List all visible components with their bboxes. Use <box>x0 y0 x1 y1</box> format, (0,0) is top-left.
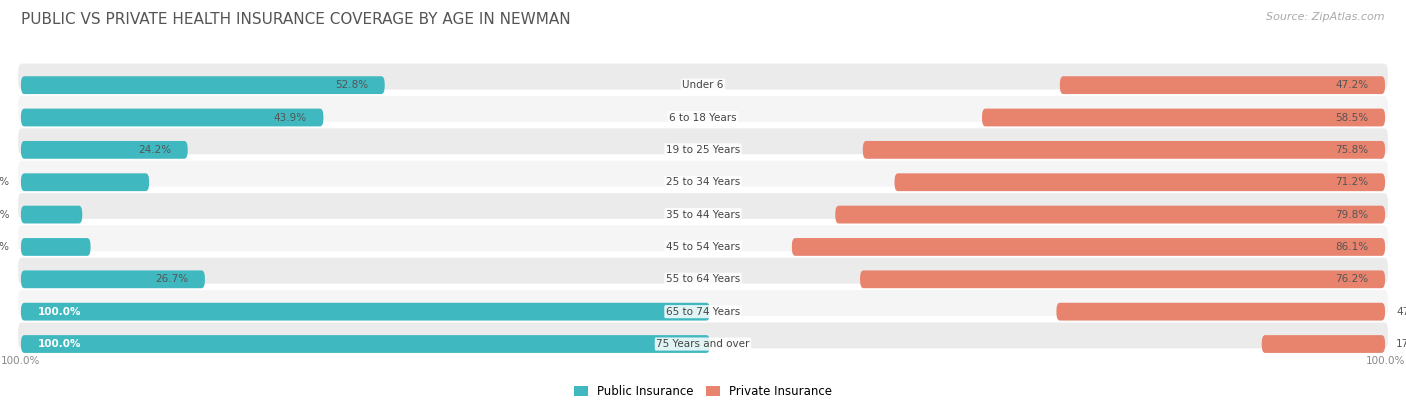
Text: 24.2%: 24.2% <box>138 145 172 155</box>
Text: 18.6%: 18.6% <box>0 177 10 187</box>
FancyBboxPatch shape <box>18 225 1388 252</box>
Text: 75 Years and over: 75 Years and over <box>657 339 749 349</box>
Text: 100.0%: 100.0% <box>38 339 82 349</box>
Text: 19 to 25 Years: 19 to 25 Years <box>666 145 740 155</box>
Text: 8.9%: 8.9% <box>0 209 10 220</box>
Text: 25 to 34 Years: 25 to 34 Years <box>666 177 740 187</box>
Text: 10.1%: 10.1% <box>0 242 10 252</box>
FancyBboxPatch shape <box>18 258 1388 284</box>
FancyBboxPatch shape <box>18 290 1388 316</box>
Text: 79.8%: 79.8% <box>1336 209 1368 220</box>
Text: Under 6: Under 6 <box>682 80 724 90</box>
Text: 26.7%: 26.7% <box>155 274 188 284</box>
Text: 47.7%: 47.7% <box>1396 307 1406 317</box>
Text: 86.1%: 86.1% <box>1336 242 1368 252</box>
Legend: Public Insurance, Private Insurance: Public Insurance, Private Insurance <box>574 385 832 399</box>
FancyBboxPatch shape <box>21 173 149 191</box>
Text: 65 to 74 Years: 65 to 74 Years <box>666 307 740 317</box>
FancyBboxPatch shape <box>1060 76 1385 94</box>
Text: 71.2%: 71.2% <box>1336 177 1368 187</box>
Text: 6 to 18 Years: 6 to 18 Years <box>669 112 737 123</box>
Text: 43.9%: 43.9% <box>274 112 307 123</box>
FancyBboxPatch shape <box>18 64 1388 90</box>
FancyBboxPatch shape <box>21 238 90 256</box>
FancyBboxPatch shape <box>792 238 1385 256</box>
FancyBboxPatch shape <box>21 141 187 159</box>
FancyBboxPatch shape <box>21 206 83 223</box>
Text: 76.2%: 76.2% <box>1336 274 1368 284</box>
Text: 35 to 44 Years: 35 to 44 Years <box>666 209 740 220</box>
Text: 17.9%: 17.9% <box>1396 339 1406 349</box>
FancyBboxPatch shape <box>981 109 1385 126</box>
Text: 45 to 54 Years: 45 to 54 Years <box>666 242 740 252</box>
Text: 100.0%: 100.0% <box>1 356 41 366</box>
Text: 100.0%: 100.0% <box>38 307 82 317</box>
FancyBboxPatch shape <box>894 173 1385 191</box>
Text: 55 to 64 Years: 55 to 64 Years <box>666 274 740 284</box>
FancyBboxPatch shape <box>21 109 323 126</box>
Text: 47.2%: 47.2% <box>1336 80 1368 90</box>
FancyBboxPatch shape <box>21 271 205 288</box>
FancyBboxPatch shape <box>21 76 385 94</box>
FancyBboxPatch shape <box>863 141 1385 159</box>
Text: 58.5%: 58.5% <box>1336 112 1368 123</box>
Text: Source: ZipAtlas.com: Source: ZipAtlas.com <box>1267 12 1385 22</box>
FancyBboxPatch shape <box>835 206 1385 223</box>
Text: PUBLIC VS PRIVATE HEALTH INSURANCE COVERAGE BY AGE IN NEWMAN: PUBLIC VS PRIVATE HEALTH INSURANCE COVER… <box>21 12 571 27</box>
FancyBboxPatch shape <box>1261 335 1385 353</box>
Text: 75.8%: 75.8% <box>1336 145 1368 155</box>
FancyBboxPatch shape <box>18 128 1388 154</box>
FancyBboxPatch shape <box>21 303 710 320</box>
FancyBboxPatch shape <box>18 96 1388 122</box>
Text: 100.0%: 100.0% <box>1365 356 1405 366</box>
Text: 52.8%: 52.8% <box>335 80 368 90</box>
FancyBboxPatch shape <box>18 323 1388 349</box>
FancyBboxPatch shape <box>18 161 1388 187</box>
FancyBboxPatch shape <box>21 335 710 353</box>
FancyBboxPatch shape <box>860 271 1385 288</box>
FancyBboxPatch shape <box>18 193 1388 219</box>
FancyBboxPatch shape <box>1056 303 1385 320</box>
